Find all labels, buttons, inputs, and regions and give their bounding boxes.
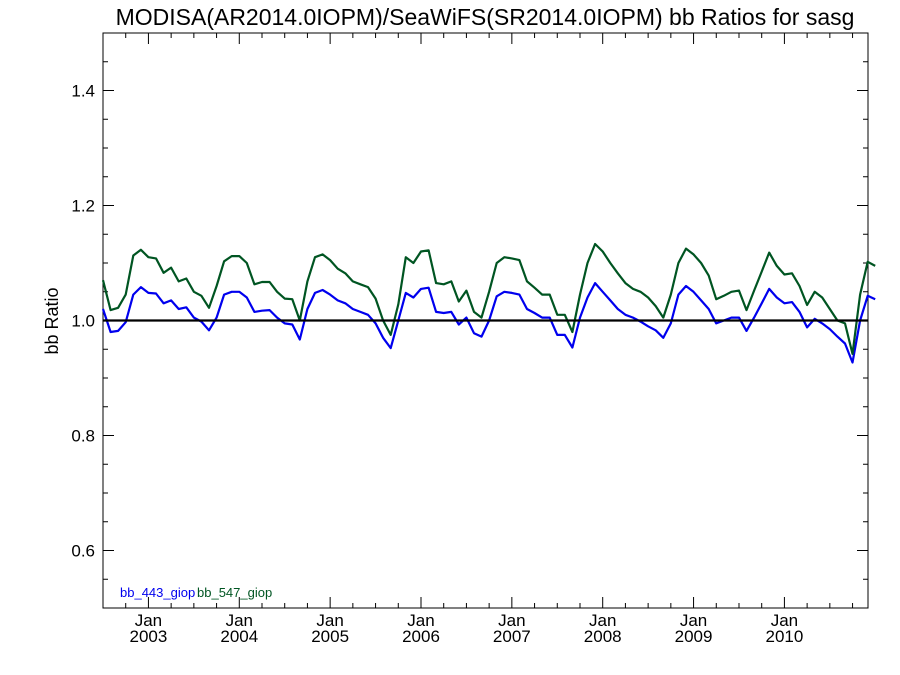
x-tick-month-label: Jan: [407, 611, 434, 630]
x-tick-year-label: 2008: [584, 627, 622, 646]
y-tick-label: 1.2: [71, 197, 95, 216]
chart-title: MODISA(AR2014.0IOPM)/SeaWiFS(SR2014.0IOP…: [116, 4, 855, 30]
x-tick-year-label: 2006: [402, 627, 440, 646]
x-tick-year-label: 2010: [765, 627, 803, 646]
legend-entry-bb-443-giop: bb_443_giop: [120, 585, 195, 600]
x-tick-year-label: 2005: [311, 627, 349, 646]
x-tick-month-label: Jan: [498, 611, 525, 630]
x-tick-year-label: 2007: [493, 627, 531, 646]
x-tick-month-label: Jan: [226, 611, 253, 630]
x-tick-month-label: Jan: [135, 611, 162, 630]
series-line-bb-547-giop: [101, 242, 876, 355]
axes: 0.60.81.01.21.4Jan2003Jan2004Jan2005Jan2…: [71, 32, 869, 646]
y-tick-label: 1.0: [71, 312, 95, 331]
data-series-layer: [101, 242, 876, 364]
y-tick-label: 1.4: [71, 82, 95, 101]
legend-entry-bb-547-giop: bb_547_giop: [197, 585, 272, 600]
x-tick-year-label: 2003: [130, 627, 168, 646]
y-axis-label: bb Ratio: [42, 287, 62, 354]
x-tick-year-label: 2009: [675, 627, 713, 646]
x-tick-month-label: Jan: [771, 611, 798, 630]
x-tick-month-label: Jan: [589, 611, 616, 630]
x-tick-year-label: 2004: [220, 627, 258, 646]
y-tick-label: 0.8: [71, 427, 95, 446]
y-tick-label: 0.6: [71, 542, 95, 561]
legend: bb_443_giop bb_547_giop: [120, 585, 272, 600]
x-tick-month-label: Jan: [316, 611, 343, 630]
x-tick-month-label: Jan: [680, 611, 707, 630]
